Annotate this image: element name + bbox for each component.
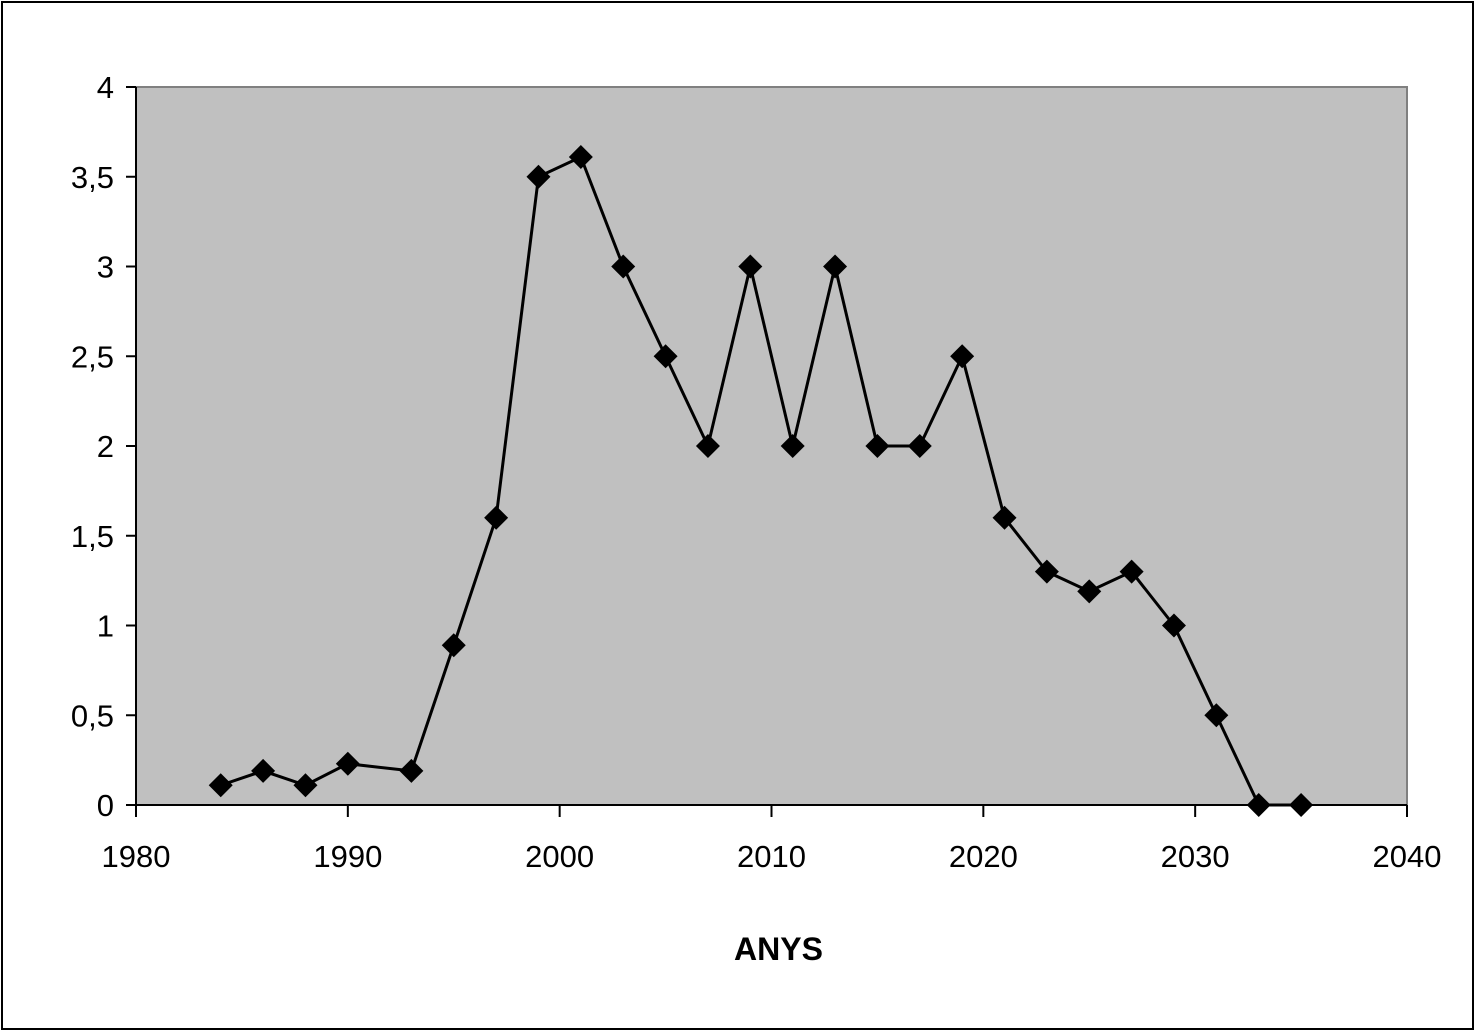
data-point: [780, 434, 805, 458]
y-axis: 0 0,5 1 1,5 2 2,5 3 3,5 4: [71, 70, 137, 823]
data-point: [293, 773, 318, 798]
y-tick-label: 3: [97, 250, 114, 285]
plot-area: [135, 86, 1408, 806]
data-series: [208, 145, 1314, 817]
x-axis-title: ANYS: [734, 931, 823, 967]
data-point: [1246, 793, 1271, 817]
data-point: [907, 434, 932, 458]
data-point: [568, 145, 593, 170]
x-tick-label: 2000: [525, 839, 594, 874]
data-point: [1034, 559, 1059, 584]
x-tick-label: 2020: [949, 839, 1018, 874]
x-tick-label: 2040: [1373, 839, 1442, 874]
y-tick-label: 0: [97, 788, 114, 823]
y-tick-label: 2: [97, 429, 114, 464]
data-point: [738, 254, 763, 279]
data-point: [335, 751, 360, 776]
data-point: [865, 434, 890, 458]
data-point: [399, 758, 424, 783]
data-point: [611, 254, 636, 279]
y-tick-label: 1,5: [71, 519, 114, 554]
data-point: [251, 758, 276, 783]
data-point: [992, 505, 1017, 530]
x-tick-label: 2010: [737, 839, 806, 874]
data-point: [441, 633, 466, 658]
data-point: [208, 773, 233, 798]
data-point: [823, 254, 848, 279]
y-tick-label: 2,5: [71, 339, 114, 374]
data-point: [950, 344, 975, 369]
data-point: [526, 164, 551, 189]
data-point: [1161, 613, 1186, 638]
y-tick-label: 1: [97, 609, 114, 644]
data-point: [1204, 703, 1229, 728]
y-tick-label: 3,5: [71, 160, 114, 195]
data-point: [1119, 559, 1144, 584]
x-tick-label: 2030: [1161, 839, 1230, 874]
x-axis: 1980 1990 2000 2010 2020 2030 2040: [102, 804, 1442, 874]
x-tick-label: 1980: [102, 839, 171, 874]
y-tick-label: 4: [97, 70, 114, 105]
x-tick-label: 1990: [313, 839, 382, 874]
data-point: [1289, 793, 1314, 817]
data-point: [653, 344, 678, 369]
data-point: [695, 434, 720, 458]
data-point: [1077, 579, 1102, 604]
y-tick-label: 0,5: [71, 698, 114, 733]
data-point: [484, 505, 509, 530]
